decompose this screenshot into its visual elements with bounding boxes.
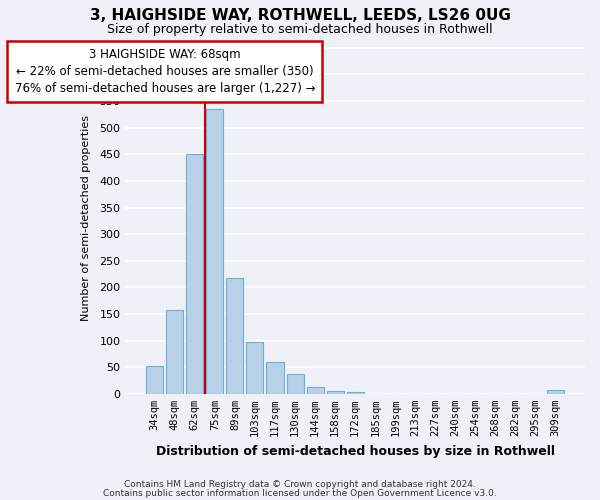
Bar <box>266 362 284 394</box>
X-axis label: Distribution of semi-detached houses by size in Rothwell: Distribution of semi-detached houses by … <box>155 444 554 458</box>
Bar <box>226 278 244 394</box>
Bar <box>347 392 364 394</box>
Bar <box>206 109 223 394</box>
Text: 3 HAIGHSIDE WAY: 68sqm
← 22% of semi-detached houses are smaller (350)
76% of se: 3 HAIGHSIDE WAY: 68sqm ← 22% of semi-det… <box>14 48 315 95</box>
Text: Contains HM Land Registry data © Crown copyright and database right 2024.: Contains HM Land Registry data © Crown c… <box>124 480 476 489</box>
Bar <box>326 391 344 394</box>
Bar <box>547 390 564 394</box>
Bar <box>247 342 263 394</box>
Bar <box>166 310 184 394</box>
Bar <box>287 374 304 394</box>
Text: Contains public sector information licensed under the Open Government Licence v3: Contains public sector information licen… <box>103 488 497 498</box>
Y-axis label: Number of semi-detached properties: Number of semi-detached properties <box>81 115 91 321</box>
Bar <box>187 154 203 394</box>
Text: 3, HAIGHSIDE WAY, ROTHWELL, LEEDS, LS26 0UG: 3, HAIGHSIDE WAY, ROTHWELL, LEEDS, LS26 … <box>89 8 511 22</box>
Text: Size of property relative to semi-detached houses in Rothwell: Size of property relative to semi-detach… <box>107 22 493 36</box>
Bar <box>146 366 163 394</box>
Bar <box>307 388 323 394</box>
